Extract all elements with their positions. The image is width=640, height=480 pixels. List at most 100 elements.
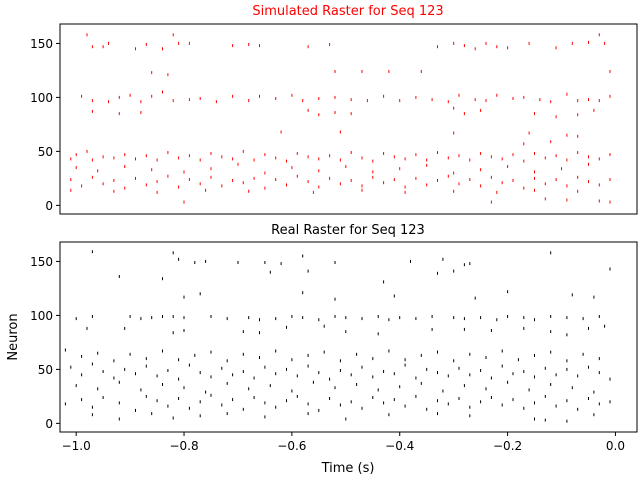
top-spike-183 bbox=[221, 184, 223, 188]
bottom-spike-249 bbox=[199, 414, 201, 418]
top-spike-157 bbox=[291, 166, 293, 170]
top-spike-138 bbox=[501, 157, 503, 161]
bottom-spike-10 bbox=[410, 259, 411, 263]
bottom-spike-240 bbox=[566, 399, 568, 403]
top-spike-115 bbox=[253, 158, 255, 162]
top-spike-158 bbox=[318, 169, 320, 173]
bottom-spike-227 bbox=[426, 407, 428, 411]
top-spike-20 bbox=[420, 70, 422, 73]
top-spike-132 bbox=[437, 151, 438, 154]
bottom-spike-147 bbox=[372, 375, 374, 379]
bottom-spike-68 bbox=[124, 326, 126, 330]
bottom-spike-21 bbox=[437, 271, 438, 275]
top-spike-66 bbox=[512, 97, 514, 100]
bottom-spike-208 bbox=[221, 403, 223, 407]
top-spike-156 bbox=[264, 171, 266, 175]
bottom-spike-243 bbox=[598, 402, 600, 406]
bottom-spike-95 bbox=[226, 359, 228, 363]
top-spike-124 bbox=[350, 151, 352, 154]
bottom-spike-31 bbox=[507, 290, 509, 294]
top-spike-45 bbox=[199, 97, 201, 100]
bottom-y-tick-label-2: 100 bbox=[30, 309, 53, 323]
top-spike-143 bbox=[555, 154, 557, 158]
bottom-spike-131 bbox=[199, 371, 201, 375]
top-spike-187 bbox=[264, 186, 266, 190]
bottom-spike-113 bbox=[517, 358, 519, 362]
top-spike-195 bbox=[350, 179, 352, 182]
top-spike-73 bbox=[598, 99, 600, 103]
top-spike-2 bbox=[102, 45, 104, 49]
top-spike-32 bbox=[598, 33, 600, 37]
bottom-spike-17 bbox=[162, 277, 163, 281]
bottom-spike-118 bbox=[598, 357, 600, 361]
bottom-spike-78 bbox=[463, 327, 465, 331]
bottom-spike-19 bbox=[307, 269, 309, 273]
top-spike-204 bbox=[447, 174, 449, 178]
bottom-spike-177 bbox=[226, 381, 228, 385]
bottom-spike-12 bbox=[463, 263, 465, 267]
top-spike-163 bbox=[453, 171, 455, 175]
bottom-spike-58 bbox=[480, 316, 482, 320]
top-spike-222 bbox=[156, 190, 158, 194]
bottom-spike-132 bbox=[210, 375, 212, 379]
bottom-spike-158 bbox=[490, 376, 492, 380]
top-spike-35 bbox=[81, 94, 83, 98]
top-spike-213 bbox=[544, 182, 546, 186]
bottom-spike-57 bbox=[463, 317, 465, 321]
top-spike-34 bbox=[609, 70, 611, 73]
bottom-spike-232 bbox=[480, 400, 482, 404]
top-spike-178 bbox=[167, 174, 169, 178]
top-spike-210 bbox=[512, 179, 514, 182]
top-spike-150 bbox=[97, 169, 99, 173]
top-spike-5 bbox=[145, 43, 147, 46]
top-spike-215 bbox=[566, 184, 568, 188]
bottom-spike-138 bbox=[275, 372, 277, 376]
bottom-spike-116 bbox=[566, 359, 568, 363]
bottom-spike-36 bbox=[151, 316, 153, 320]
top-spike-24 bbox=[474, 47, 476, 51]
bottom-spike-134 bbox=[232, 373, 234, 377]
top-spike-142 bbox=[544, 156, 546, 160]
bottom-spike-119 bbox=[70, 365, 72, 369]
top-spike-12 bbox=[232, 44, 234, 48]
x-axis-label: Time (s) bbox=[321, 461, 375, 476]
bottom-spike-162 bbox=[534, 375, 535, 379]
bottom-spike-53 bbox=[399, 316, 401, 320]
top-spike-135 bbox=[469, 158, 471, 162]
bottom-spike-55 bbox=[431, 315, 433, 318]
bottom-spike-254 bbox=[388, 413, 390, 417]
top-spike-14 bbox=[259, 44, 260, 48]
bottom-spike-141 bbox=[307, 364, 309, 368]
top-spike-202 bbox=[426, 183, 428, 187]
top-spike-140 bbox=[523, 159, 525, 163]
bottom-spike-7 bbox=[280, 262, 282, 266]
bottom-spike-83 bbox=[588, 326, 589, 330]
bottom-spike-39 bbox=[183, 316, 185, 320]
bottom-spike-125 bbox=[135, 372, 136, 376]
top-spike-232 bbox=[183, 200, 185, 204]
top-spike-8 bbox=[167, 73, 169, 77]
top-spike-97 bbox=[70, 157, 72, 161]
top-spike-15 bbox=[307, 45, 309, 49]
top-spike-100 bbox=[91, 158, 93, 162]
top-spike-77 bbox=[140, 111, 142, 114]
bottom-spike-128 bbox=[167, 369, 169, 372]
bottom-spike-247 bbox=[151, 412, 153, 416]
bottom-spike-59 bbox=[496, 318, 498, 322]
top-chart-title: Simulated Raster for Seq 123 bbox=[252, 4, 443, 19]
bottom-spike-27 bbox=[393, 294, 395, 298]
top-spike-64 bbox=[485, 99, 487, 103]
top-spike-96 bbox=[550, 140, 552, 144]
top-spike-173 bbox=[113, 179, 115, 182]
top-spike-33 bbox=[604, 41, 606, 45]
bottom-spike-258 bbox=[534, 417, 535, 421]
top-spike-17 bbox=[334, 70, 336, 73]
bottom-spike-255 bbox=[437, 412, 438, 416]
top-spike-180 bbox=[188, 178, 190, 181]
bottom-spike-199 bbox=[118, 401, 120, 405]
top-spike-109 bbox=[188, 154, 190, 158]
bottom-spike-180 bbox=[291, 389, 293, 393]
bottom-spike-219 bbox=[339, 403, 341, 407]
bottom-spike-172 bbox=[118, 380, 120, 384]
top-spike-110 bbox=[199, 158, 201, 162]
